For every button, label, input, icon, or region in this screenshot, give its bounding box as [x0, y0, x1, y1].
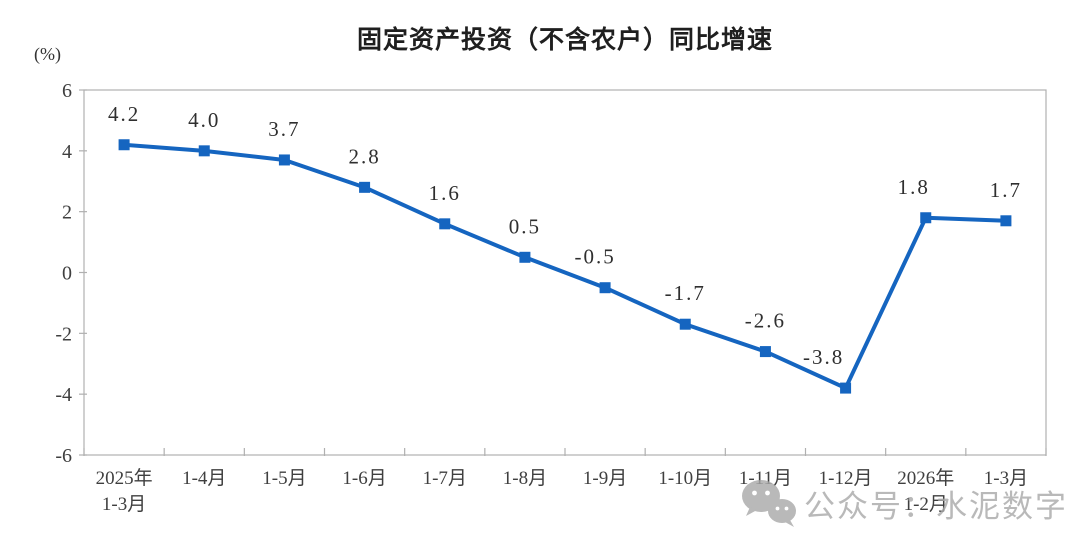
x-axis-category-label: 1-10月 — [658, 468, 712, 489]
data-point-marker — [118, 139, 130, 151]
x-axis-category-label: 1-11月 — [739, 468, 792, 489]
x-axis-category-label: 2025年 — [96, 467, 153, 489]
data-point-label: 1.8 — [898, 175, 930, 199]
trend-line — [122, 142, 1008, 391]
data-point-marker — [1000, 215, 1012, 227]
y-axis-tick-label: -4 — [55, 384, 72, 406]
data-point-label: 4.0 — [188, 108, 220, 132]
chart-title: 固定资产投资（不含农户）同比增速 — [356, 26, 773, 54]
data-point-label: 3.7 — [268, 117, 300, 141]
data-point-label: 4.2 — [108, 102, 140, 126]
x-axis-category-label: 1-5月 — [262, 468, 306, 489]
x-axis-category-label: 1-2月 — [904, 494, 948, 515]
x-axis-category-label: 1-8月 — [503, 468, 547, 489]
data-point-marker — [679, 318, 691, 330]
x-axis-category-label: 1-6月 — [342, 468, 386, 489]
x-axis-category-label: 1-3月 — [102, 494, 146, 515]
data-point-label: -0.5 — [574, 245, 615, 269]
data-point-label: 1.6 — [429, 181, 461, 205]
y-axis-tick-label: -2 — [55, 323, 72, 345]
data-point-marker — [359, 181, 371, 193]
data-point-marker — [278, 154, 290, 166]
y-axis-tick-label: 6 — [62, 80, 72, 102]
data-point-marker — [759, 346, 771, 358]
data-point-marker — [439, 218, 451, 230]
data-point-marker — [519, 251, 531, 263]
data-point-marker — [198, 145, 210, 157]
data-point-label: -1.7 — [665, 281, 706, 305]
x-axis-category-label: 1-12月 — [819, 468, 873, 489]
data-point-marker — [840, 382, 852, 394]
y-axis-unit-label: (%) — [34, 44, 61, 64]
x-axis-category-label: 2026年 — [897, 467, 954, 489]
y-axis-tick-label: 2 — [62, 202, 72, 224]
y-axis-tick-label: 0 — [62, 263, 72, 285]
y-axis-tick-label: 4 — [62, 141, 72, 163]
x-axis-category-label: 1-4月 — [182, 468, 226, 489]
data-point-marker — [920, 212, 932, 224]
data-point-label: 1.7 — [990, 178, 1022, 202]
x-axis-category-label: 1-9月 — [583, 468, 627, 489]
data-point-label: -3.8 — [803, 345, 844, 369]
x-axis-category-label: 1-7月 — [423, 468, 467, 489]
data-point-label: 0.5 — [509, 214, 541, 238]
x-axis-category-label: 1-3月 — [984, 468, 1028, 489]
y-axis-tick-label: -6 — [55, 445, 72, 467]
data-point-label: -2.6 — [745, 309, 786, 333]
data-point-label: 2.8 — [348, 144, 380, 168]
data-point-marker — [599, 282, 611, 294]
